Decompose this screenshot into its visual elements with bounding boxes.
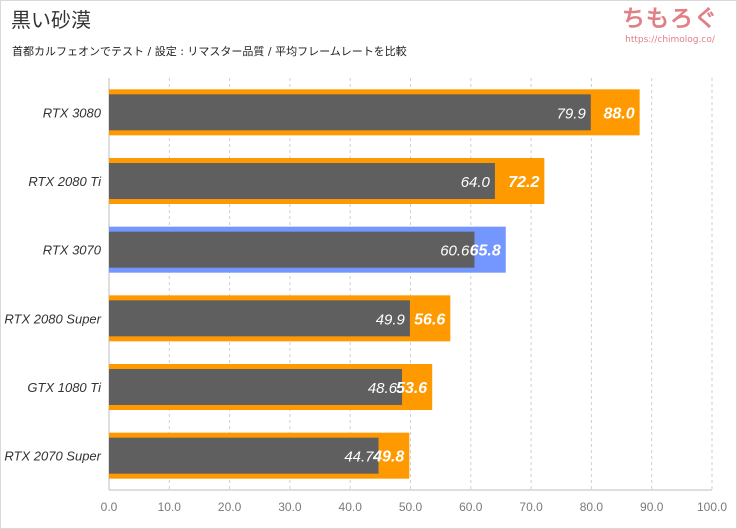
value-label-primary: 48.6 xyxy=(368,380,398,397)
value-label-secondary: 56.6 xyxy=(414,311,445,328)
x-tick-label: 100.0 xyxy=(697,500,727,514)
chart-subtitle: 首都カルフェオンでテスト / 設定 : リマスター品質 / 平均フレームレートを… xyxy=(12,45,407,58)
x-tick-label: 20.0 xyxy=(218,500,242,514)
x-tick-label: 0.0 xyxy=(101,500,118,514)
value-label-primary: 49.9 xyxy=(376,311,406,328)
x-tick-label: 70.0 xyxy=(519,500,543,514)
x-tick-label: 50.0 xyxy=(399,500,423,514)
bar-primary xyxy=(109,369,403,405)
bar-primary xyxy=(109,231,475,268)
value-label-secondary: 88.0 xyxy=(603,105,634,122)
category-label: RTX 2080 Ti xyxy=(28,174,102,189)
brand-logo: ちもろぐ https://chimolog.co/ xyxy=(611,4,729,52)
bar-primary xyxy=(109,437,379,474)
bar-primary xyxy=(109,163,495,199)
value-label-primary: 64.0 xyxy=(461,174,491,191)
value-label-secondary: 65.8 xyxy=(470,243,501,260)
value-label-primary: 44.7 xyxy=(344,449,374,466)
brand-name: ちもろぐ xyxy=(622,6,718,32)
category-label: GTX 1080 Ti xyxy=(27,380,102,395)
value-label-primary: 60.6 xyxy=(440,243,470,260)
x-tick-label: 90.0 xyxy=(640,500,664,514)
x-tick-label: 30.0 xyxy=(278,500,302,514)
category-label: RTX 2080 Super xyxy=(4,311,101,326)
category-label: RTX 2070 Super xyxy=(4,449,101,464)
chart-title: 黒い砂漠 xyxy=(11,8,91,32)
x-tick-label: 60.0 xyxy=(459,500,483,514)
brand-url: https://chimolog.co/ xyxy=(625,35,715,45)
value-label-primary: 79.9 xyxy=(557,105,587,122)
x-tick-label: 10.0 xyxy=(158,500,182,514)
bar-primary xyxy=(109,94,591,131)
x-tick-label: 40.0 xyxy=(339,500,363,514)
category-label: RTX 3080 xyxy=(43,105,102,120)
value-label-secondary: 72.2 xyxy=(508,174,539,191)
value-label-secondary: 53.6 xyxy=(396,380,427,397)
value-label-secondary: 49.8 xyxy=(372,449,404,466)
x-tick-label: 80.0 xyxy=(580,500,604,514)
bar-primary xyxy=(109,300,410,337)
category-label: RTX 3070 xyxy=(43,243,102,258)
